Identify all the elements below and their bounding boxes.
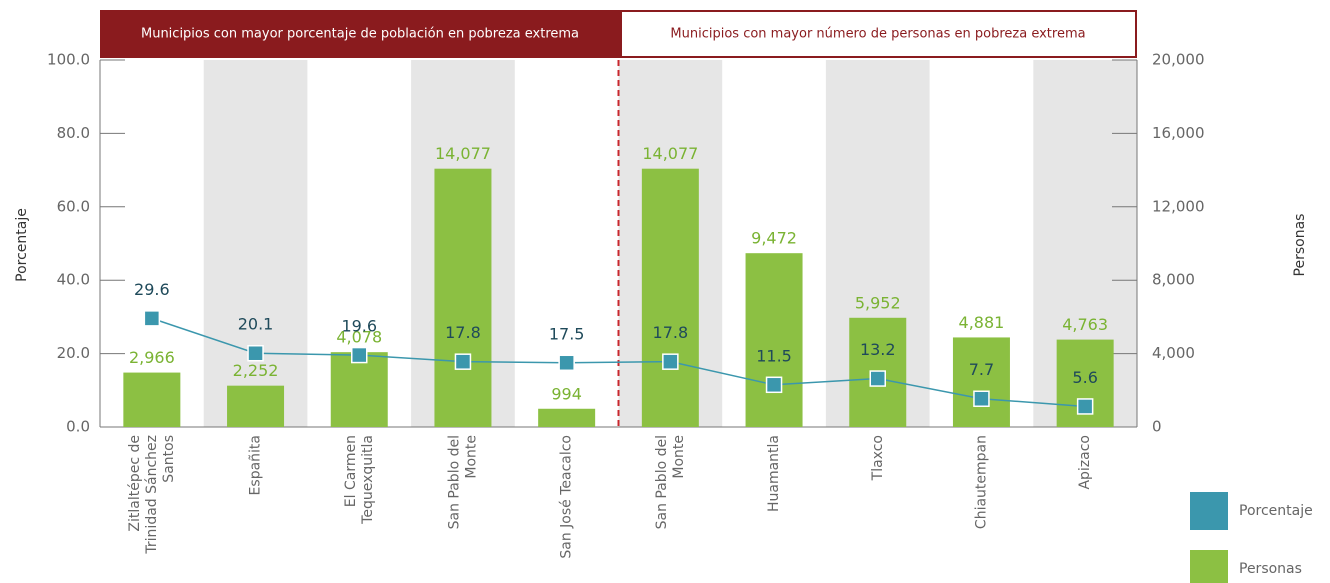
bar: [641, 168, 699, 427]
line-value-label: 19.6: [341, 317, 377, 336]
line-value-label: 17.8: [445, 323, 481, 342]
line-value-label: 29.6: [134, 280, 170, 299]
x-tick-label: Huamantla: [766, 435, 782, 512]
bar-value-label: 14,077: [642, 144, 698, 163]
legend-label: Personas: [1239, 561, 1302, 577]
bar: [538, 408, 596, 427]
legend-label: Porcentaje: [1239, 503, 1313, 519]
legend-swatch: [1190, 492, 1228, 530]
bar-value-label: 994: [551, 384, 582, 403]
line-marker: [247, 344, 264, 362]
line-marker: [765, 376, 783, 394]
x-tick-label: Españita: [248, 435, 264, 495]
bar-value-label: 4,078: [336, 328, 382, 347]
band-background: [203, 60, 308, 427]
x-tick-label: Tlaxco: [870, 435, 886, 481]
y-axis-label: Porcentaje: [14, 208, 30, 282]
line-marker: [869, 370, 886, 387]
x-tick-label: El CarmenTequexquitla: [343, 435, 376, 525]
bar: [434, 168, 492, 427]
y2-tick-label: 12,000: [1152, 197, 1205, 215]
line-marker: [143, 310, 161, 327]
y2-axis-label: Personas: [1292, 214, 1308, 277]
legend-swatch: [1190, 550, 1228, 583]
y-tick-label: 60.0: [57, 197, 90, 215]
bar: [227, 385, 285, 427]
x-tick-label: Apizaco: [1077, 435, 1093, 490]
group-header: [620, 10, 1137, 58]
line-value-label: 17.5: [549, 324, 585, 343]
y2-tick-label: 4,000: [1152, 344, 1195, 362]
bar-value-label: 14,077: [435, 144, 491, 163]
x-tick-label: San Pablo delMonte: [654, 435, 687, 529]
line-value-label: 17.8: [653, 323, 689, 342]
bar-value-label: 4,881: [959, 313, 1005, 332]
bar-value-label: 2,966: [129, 348, 175, 367]
line-marker: [973, 390, 990, 407]
x-tick-label: San José Teacalco: [559, 435, 575, 559]
y-tick-label: 40.0: [57, 271, 90, 289]
group-header: [100, 10, 620, 58]
y-tick-label: 0.0: [66, 418, 90, 436]
x-tick-label: Zitlaltépec deTrinidad SánchezSantos: [127, 435, 177, 555]
bar: [745, 253, 803, 427]
line-marker: [558, 354, 575, 372]
bar: [330, 352, 388, 427]
x-tick-label: San Pablo delMonte: [446, 435, 479, 529]
line-marker: [454, 353, 472, 370]
bar-value-label: 2,252: [233, 361, 279, 380]
line: [151, 317, 1086, 408]
bar: [123, 372, 181, 427]
y-tick-label: 20.0: [57, 344, 90, 362]
line-value-label: 20.1: [238, 315, 274, 334]
bar-value-label: 4,763: [1062, 315, 1108, 334]
x-tick-label: Chiautempan: [973, 435, 989, 529]
line-marker: [1076, 398, 1094, 415]
bar: [952, 337, 1010, 427]
y2-tick-label: 0: [1152, 418, 1162, 436]
y2-tick-label: 20,000: [1152, 51, 1205, 69]
bar-value-label: 5,952: [855, 293, 901, 312]
line-marker: [662, 353, 679, 370]
group-label: Municipios con mayor porcentaje de pobla…: [141, 27, 579, 42]
line-value-label: 5.6: [1072, 368, 1097, 387]
y2-tick-label: 8,000: [1152, 271, 1195, 289]
y-tick-label: 100.0: [47, 51, 90, 69]
line-value-label: 11.5: [756, 346, 792, 365]
group-label: Municipios con mayor número de personas …: [670, 27, 1085, 42]
line-value-label: 13.2: [860, 340, 896, 359]
bar-value-label: 9,472: [751, 229, 797, 248]
line-marker: [351, 346, 368, 364]
y-tick-label: 80.0: [57, 124, 90, 142]
y2-tick-label: 16,000: [1152, 124, 1205, 142]
line-value-label: 7.7: [969, 360, 994, 379]
